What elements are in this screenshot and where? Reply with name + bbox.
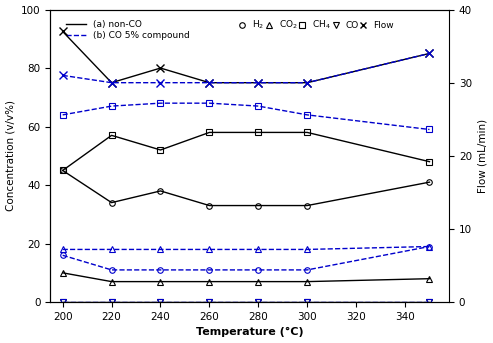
Y-axis label: Concentration (v/v%): Concentration (v/v%) (5, 100, 16, 211)
Y-axis label: Flow (mL/min): Flow (mL/min) (477, 119, 488, 193)
X-axis label: Temperature (°C): Temperature (°C) (196, 327, 304, 338)
Legend: H$_2$, CO$_2$, CH$_4$, CO, Flow: H$_2$, CO$_2$, CH$_4$, CO, Flow (238, 17, 395, 33)
